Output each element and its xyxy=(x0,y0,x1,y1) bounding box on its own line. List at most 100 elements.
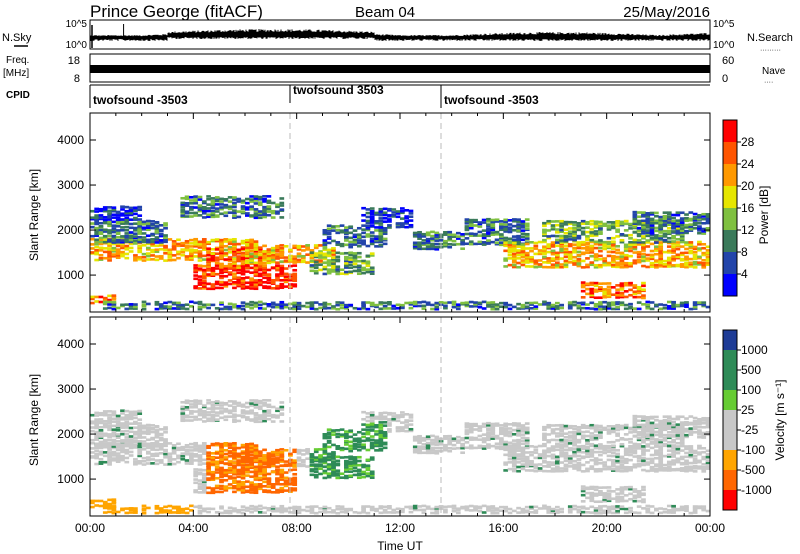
power-cell xyxy=(361,266,366,270)
velocity-cell xyxy=(184,419,190,422)
velocity-cell xyxy=(210,410,216,413)
power-cell xyxy=(115,256,121,260)
velocity-cell xyxy=(245,448,250,452)
velocity-cell xyxy=(102,413,108,417)
velocity-cell xyxy=(275,414,280,418)
power-cell xyxy=(563,244,569,248)
velocity-cell xyxy=(249,463,255,466)
power-cell xyxy=(322,231,328,235)
power-cell xyxy=(623,261,629,265)
velocity-cell xyxy=(387,428,392,431)
power-cell xyxy=(184,255,190,258)
power-cell xyxy=(619,294,625,297)
velocity-cell xyxy=(189,403,194,406)
velocity-cell xyxy=(128,444,134,448)
velocity-cell xyxy=(283,448,289,452)
power-cell xyxy=(141,303,147,306)
velocity-cell xyxy=(219,475,224,479)
power-cell xyxy=(412,243,418,247)
velocity-cell xyxy=(98,420,104,424)
power-cell xyxy=(473,218,478,222)
power-cell xyxy=(266,303,272,306)
power-cell xyxy=(610,247,616,251)
velocity-cell xyxy=(102,454,108,458)
power-cell xyxy=(425,242,431,246)
velocity-cell xyxy=(133,413,138,417)
velocity-cell xyxy=(94,442,100,446)
power-cell xyxy=(615,248,620,252)
power-cell xyxy=(94,214,100,217)
power-cell xyxy=(490,231,496,234)
power-cell xyxy=(124,238,130,242)
power-cell xyxy=(253,305,259,308)
power-cell xyxy=(219,249,224,253)
velocity-cell xyxy=(464,441,470,444)
power-cell xyxy=(275,212,280,215)
power-cell xyxy=(111,234,117,238)
power-cell xyxy=(443,243,448,246)
velocity-cell xyxy=(154,452,160,456)
power-cell xyxy=(490,233,496,236)
power-cell xyxy=(654,247,659,250)
power-cell xyxy=(232,211,237,215)
velocity-cell xyxy=(245,465,250,469)
velocity-cell xyxy=(154,448,160,452)
velocity-cell xyxy=(262,465,267,469)
power-cell xyxy=(516,240,521,244)
power-cell xyxy=(572,232,577,235)
velocity-cell xyxy=(270,452,276,456)
power-cell xyxy=(550,252,556,256)
velocity-cell xyxy=(296,452,302,455)
velocity-cell xyxy=(227,446,233,450)
power-cell xyxy=(141,226,147,230)
power-cell xyxy=(679,233,685,236)
velocity-cell xyxy=(477,438,483,441)
power-cell xyxy=(266,250,272,254)
power-cell xyxy=(412,304,418,308)
power-cell xyxy=(473,224,478,227)
colorbar-block xyxy=(723,208,737,230)
velocity-cell xyxy=(120,456,125,460)
power-cell xyxy=(313,301,319,304)
velocity-cell xyxy=(184,443,190,447)
velocity-cell xyxy=(339,433,345,436)
velocity-cell xyxy=(223,402,229,405)
power-cell xyxy=(369,239,375,243)
power-cell xyxy=(572,246,577,250)
velocity-cell xyxy=(214,407,220,410)
power-cell xyxy=(111,236,117,239)
power-cell xyxy=(387,302,392,306)
power-cell xyxy=(576,246,582,250)
power-cell xyxy=(395,210,401,213)
velocity-cell xyxy=(227,455,233,458)
velocity-cell xyxy=(421,451,427,455)
velocity-cell xyxy=(111,424,117,428)
power-cell xyxy=(666,218,672,221)
power-cell xyxy=(120,254,125,258)
velocity-cell xyxy=(253,420,259,424)
power-cell xyxy=(666,262,672,266)
velocity-cell xyxy=(128,440,134,444)
power-cell xyxy=(369,237,375,241)
power-cell xyxy=(529,265,534,268)
velocity-cell xyxy=(369,476,375,480)
velocity-cell xyxy=(133,436,138,440)
power-cell xyxy=(249,287,255,290)
power-cell xyxy=(430,244,435,248)
power-cell xyxy=(455,231,461,235)
velocity-cell xyxy=(262,448,267,452)
power-cell xyxy=(382,220,388,223)
power-cell xyxy=(257,211,263,215)
power-cell xyxy=(369,301,375,305)
power-cell xyxy=(662,211,668,214)
velocity-cell xyxy=(145,458,151,462)
power-cell xyxy=(369,254,375,257)
power-cell xyxy=(628,240,633,244)
power-cell xyxy=(585,226,590,229)
power-cell xyxy=(593,257,599,261)
power-cell xyxy=(133,242,138,245)
power-cell xyxy=(348,236,354,240)
power-cell xyxy=(210,197,216,200)
power-cell xyxy=(662,219,668,222)
power-cell xyxy=(326,271,332,275)
